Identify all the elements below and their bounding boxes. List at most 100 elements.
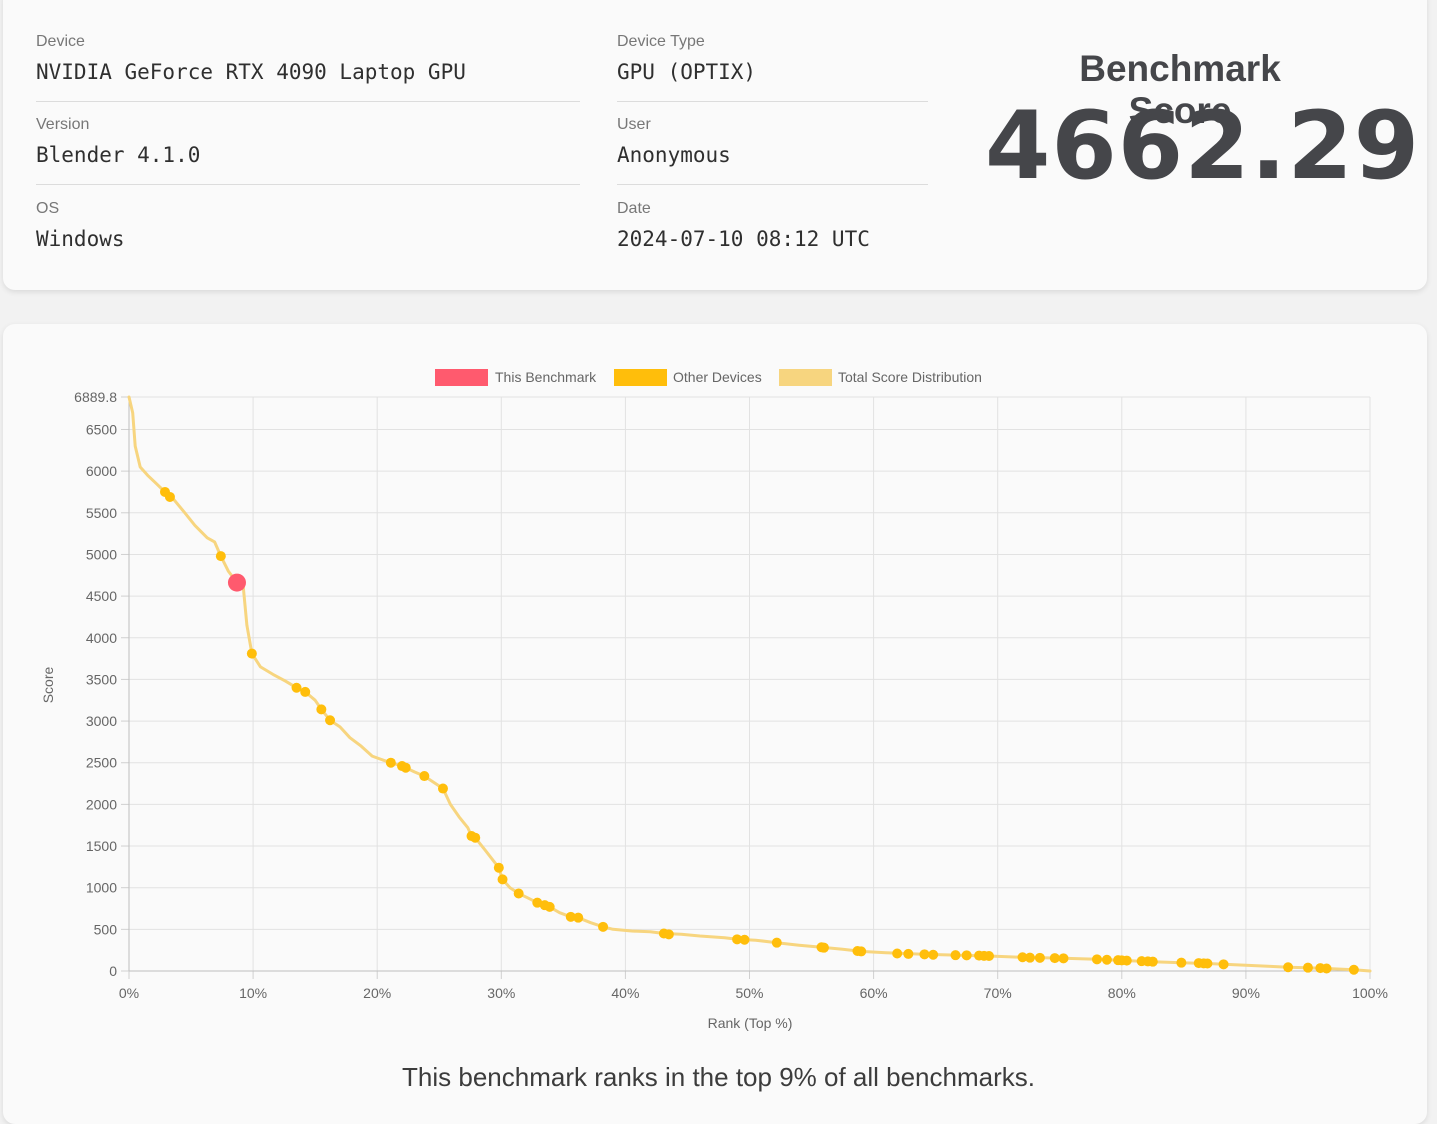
- x-tick-label: 100%: [1352, 985, 1388, 1001]
- other-device-point: [246, 648, 257, 659]
- other-device-point: [1024, 952, 1035, 963]
- other-device-point: [739, 934, 750, 945]
- x-tick-label: 80%: [1108, 985, 1136, 1001]
- device-type-value: GPU (OPTIX): [617, 60, 757, 84]
- other-device-point: [950, 950, 961, 961]
- y-tick-label: 6000: [86, 463, 117, 479]
- other-device-point: [892, 948, 903, 959]
- other-device-point: [663, 929, 674, 940]
- chart-axes: [121, 396, 1371, 979]
- x-tick-label: 20%: [363, 985, 391, 1001]
- other-device-point: [573, 912, 584, 923]
- other-devices-points: [159, 486, 1359, 975]
- other-device-point: [493, 862, 504, 873]
- other-device-point: [1218, 959, 1229, 970]
- y-tick-label: 5500: [86, 505, 117, 521]
- other-device-point: [513, 888, 524, 899]
- other-device-point: [919, 949, 930, 960]
- user-label: User: [617, 116, 651, 133]
- y-axis-ticks: 0 500 1000 1500 2000 2500 3000 3500 4000 4500 5000…: [74, 389, 117, 979]
- x-tick-label: 40%: [611, 985, 639, 1001]
- other-device-point: [1283, 962, 1294, 973]
- x-tick-label: 90%: [1232, 985, 1260, 1001]
- other-device-point: [598, 921, 609, 932]
- divider: [36, 184, 580, 185]
- y-tick-label: 0: [109, 963, 117, 979]
- date-field: Date 2024-07-10 08:12 UTC: [617, 200, 870, 251]
- other-device-point: [856, 946, 867, 957]
- this-benchmark-point-layer: [227, 573, 246, 592]
- benchmark-score-value: 4662.29: [985, 92, 1421, 201]
- other-device-point: [1101, 954, 1112, 965]
- other-device-point: [1202, 958, 1213, 969]
- other-device-point: [215, 551, 226, 562]
- other-device-point: [325, 715, 336, 726]
- os-value: Windows: [36, 227, 125, 251]
- other-device-point: [300, 686, 311, 697]
- legend-swatch-total-score-distribution: [779, 369, 832, 386]
- x-tick-label: 50%: [735, 985, 763, 1001]
- user-value: Anonymous: [617, 143, 731, 167]
- y-tick-label: 5000: [86, 546, 117, 562]
- version-field: Version Blender 4.1.0: [36, 116, 200, 167]
- other-device-point: [164, 491, 175, 502]
- other-device-point: [565, 911, 576, 922]
- y-tick-label: 1500: [86, 838, 117, 854]
- device-field: Device NVIDIA GeForce RTX 4090 Laptop GP…: [36, 33, 466, 84]
- x-tick-label: 10%: [239, 985, 267, 1001]
- version-value: Blender 4.1.0: [36, 143, 201, 167]
- other-device-point: [1348, 964, 1359, 975]
- x-axis-title: Rank (Top %): [708, 1015, 793, 1031]
- other-device-point: [470, 832, 481, 843]
- other-device-point: [385, 757, 396, 768]
- chart-grid: [128, 396, 1371, 972]
- other-device-point: [1017, 952, 1028, 963]
- x-tick-label: 30%: [487, 985, 515, 1001]
- device-type-label: Device Type: [617, 33, 705, 50]
- legend-label-total-score-distribution[interactable]: Total Score Distribution: [838, 369, 982, 385]
- other-device-point: [732, 934, 743, 945]
- other-device-point: [928, 949, 939, 960]
- legend-label-this-benchmark[interactable]: This Benchmark: [495, 369, 597, 385]
- y-tick-label: 3500: [86, 671, 117, 687]
- other-device-point: [1147, 956, 1158, 967]
- device-label: Device: [36, 33, 85, 50]
- version-label: Version: [36, 116, 90, 133]
- y-axis-title: Score: [40, 667, 56, 704]
- other-device-point: [497, 874, 508, 885]
- x-tick-label: 70%: [984, 985, 1012, 1001]
- y-tick-label: 2500: [86, 755, 117, 771]
- chart-card: [3, 324, 1427, 1124]
- y-tick-label: 2000: [86, 796, 117, 812]
- y-tick-label: 4500: [86, 588, 117, 604]
- user-field: User Anonymous: [617, 116, 731, 167]
- date-label: Date: [617, 200, 651, 217]
- divider: [36, 101, 580, 102]
- other-device-point: [544, 901, 555, 912]
- other-device-point: [437, 783, 448, 794]
- other-device-point: [1091, 954, 1102, 965]
- benchmark-info-card: [3, 0, 1427, 290]
- other-device-point: [1176, 957, 1187, 968]
- x-tick-label: 0%: [119, 985, 139, 1001]
- y-tick-label: 1000: [86, 880, 117, 896]
- y-tick-label: 4000: [86, 630, 117, 646]
- y-tick-label: 6500: [86, 421, 117, 437]
- legend-swatch-this-benchmark: [435, 369, 488, 386]
- chart-legend[interactable]: This Benchmark Other Devices Total Score…: [435, 369, 982, 386]
- other-device-point: [1049, 953, 1060, 964]
- x-tick-label: 60%: [860, 985, 888, 1001]
- other-device-point: [1302, 962, 1313, 973]
- other-device-point: [961, 950, 972, 961]
- benchmark-score-title: Benchmark Score: [1079, 48, 1281, 131]
- other-device-point: [400, 762, 411, 773]
- this-benchmark-point: [227, 573, 246, 592]
- rank-summary-text: This benchmark ranks in the top 9% of al…: [402, 1062, 1035, 1092]
- other-device-point: [984, 951, 995, 962]
- other-device-point: [771, 937, 782, 948]
- x-axis-ticks: 0% 10% 20% 30% 40% 50% 60% 70% 80% 90% 100%: [119, 985, 1388, 1001]
- date-value: 2024-07-10 08:12 UTC: [617, 227, 870, 251]
- other-device-point: [316, 704, 327, 715]
- legend-label-other-devices[interactable]: Other Devices: [673, 369, 762, 385]
